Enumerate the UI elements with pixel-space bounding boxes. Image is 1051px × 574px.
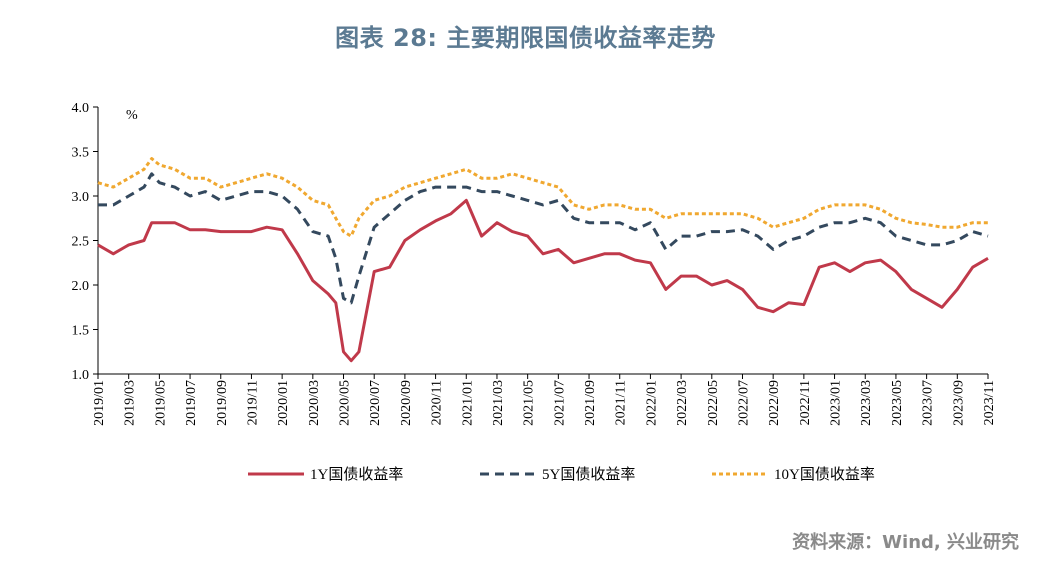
x-tick-label: 2023/05 [890,380,905,426]
x-tick-label: 2019/05 [153,380,168,426]
x-tick-label: 2022/05 [706,380,721,426]
x-tick-label: 2023/09 [951,380,966,426]
x-tick-label: 2022/01 [644,380,659,426]
x-tick-label: 2020/11 [430,380,445,425]
source-note: 资料来源：Wind, 兴业研究 [792,532,1019,553]
x-tick-label: 2022/03 [675,380,690,426]
x-tick-label: 2019/11 [245,380,260,425]
x-tick-label: 2019/03 [123,380,138,426]
x-tick-label: 2022/09 [767,380,782,426]
series-layer [97,157,989,363]
x-tick-label: 2020/01 [276,380,291,426]
x-tick-label: 2021/01 [460,380,475,426]
x-tick-label: 2023/03 [859,380,874,426]
x-tick-label: 2021/07 [552,380,567,426]
x-tick-label: 2020/07 [368,380,383,426]
y-tick-label: 4.0 [72,101,90,116]
x-tick-label: 2022/07 [736,380,751,426]
x-tick-label: 2020/03 [307,380,322,426]
y-unit-label: % [126,108,138,123]
chart-legend: 1Y国债收益率 5Y国债收益率 10Y国债收益率 [248,466,875,483]
y-tick-label: 3.5 [72,146,90,161]
x-tick-label: 2019/09 [215,380,230,426]
x-tick-label: 2022/11 [798,380,813,425]
y-tick-label: 1.5 [72,324,90,339]
series-line-2 [98,172,989,305]
x-tick-label: 2019/01 [92,380,107,426]
x-tick-label: 2021/11 [614,380,629,425]
y-tick-label: 3.0 [72,190,90,205]
x-tick-label: 2023/11 [982,380,997,425]
series-line-1 [97,198,989,363]
x-tick-label: 2021/03 [491,380,506,426]
x-tick-label: 2020/05 [338,380,353,426]
x-tick-label: 2023/07 [921,380,936,426]
y-tick-label: 1.0 [72,368,90,383]
x-tick-label: 2019/07 [184,380,199,426]
x-tick-label: 2021/05 [522,380,537,426]
legend-label-1: 1Y国债收益率 [310,466,403,483]
x-tick-label: 2023/01 [829,380,844,426]
chart-title: 图表 28: 主要期限国债收益率走势 [335,24,716,52]
chart-axes: 4.0 3.5 3.0 2.5 2.0 1.5 1.0% 2019/01 2019/03 2019… [72,101,998,426]
y-tick-label: 2.0 [72,279,90,294]
x-tick-label: 2020/09 [399,380,414,426]
x-tick-label: 2021/09 [583,380,598,426]
y-tick-label: 2.5 [72,235,90,250]
legend-label-3: 10Y国债收益率 [774,466,875,483]
legend-label-2: 5Y国债收益率 [542,466,635,483]
